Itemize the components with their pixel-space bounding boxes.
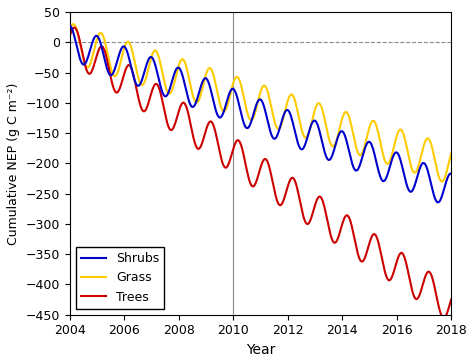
- Shrubs: [267, 127, 273, 132]
- Shrubs: [243, 125, 249, 130]
- Grass: [448, 151, 454, 156]
- X-axis label: Year: Year: [246, 343, 275, 357]
- Grass: [159, 70, 165, 75]
- Shrubs: [448, 171, 454, 176]
- Shrubs: [376, 171, 382, 175]
- Y-axis label: Cumulative NEP (g C m⁻²): Cumulative NEP (g C m⁻²): [7, 82, 20, 245]
- Line: Grass: Grass: [70, 24, 451, 182]
- Trees: [377, 245, 383, 249]
- Line: Shrubs: Shrubs: [70, 25, 451, 202]
- Grass: [71, 22, 76, 26]
- Trees: [199, 143, 204, 147]
- Trees: [67, 35, 73, 39]
- Trees: [159, 99, 165, 103]
- Trees: [441, 316, 447, 320]
- Grass: [199, 90, 204, 95]
- Grass: [377, 136, 383, 141]
- Shrubs: [443, 181, 448, 185]
- Grass: [443, 172, 449, 176]
- Trees: [448, 297, 454, 302]
- Grass: [267, 99, 273, 104]
- Shrubs: [435, 200, 441, 205]
- Shrubs: [67, 23, 73, 27]
- Trees: [267, 168, 273, 172]
- Grass: [67, 29, 73, 33]
- Trees: [243, 165, 249, 169]
- Trees: [72, 25, 77, 30]
- Line: Trees: Trees: [70, 28, 451, 318]
- Grass: [243, 106, 249, 110]
- Legend: Shrubs, Grass, Trees: Shrubs, Grass, Trees: [76, 247, 164, 309]
- Trees: [443, 313, 449, 318]
- Grass: [439, 179, 445, 184]
- Shrubs: [159, 89, 165, 94]
- Shrubs: [198, 84, 204, 88]
